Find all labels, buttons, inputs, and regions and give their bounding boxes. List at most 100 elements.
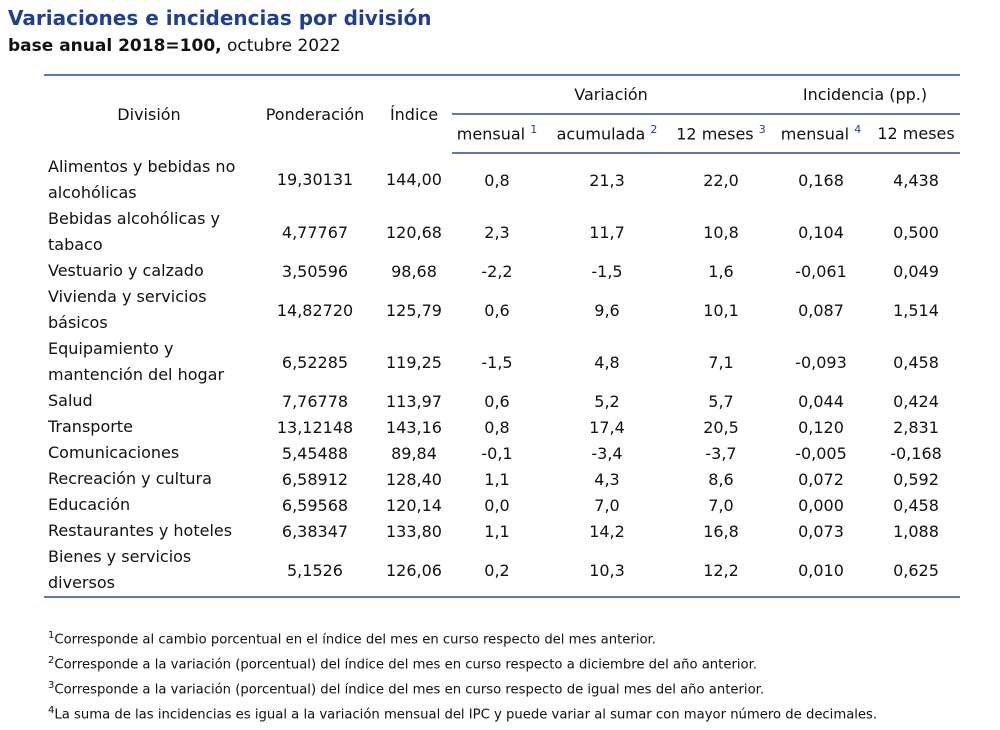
ponderacion-cell: 6,52285 [281, 352, 349, 372]
header-incidencia: Incidencia (pp.) [770, 75, 961, 115]
footnote-4: 4La suma de las incidencias es igual a l… [48, 701, 988, 726]
inc-12meses-cell: 1,514 [893, 300, 939, 320]
var-12meses-cell: 10,8 [703, 222, 739, 242]
division-name: Salud [48, 391, 93, 410]
var-acumulada-cell: -1,5 [591, 261, 623, 281]
var-acumulada-cell: 14,2 [589, 521, 625, 541]
table-row: Bebidas alcohólicas y tabaco 4,77767 120… [44, 206, 960, 258]
var-12meses-cell: 8,6 [708, 469, 734, 489]
header-var-acumulada: acumulada 2 [542, 114, 672, 154]
var-mensual-cell: 0,8 [484, 170, 510, 190]
table-row: Comunicaciones 5,45488 89,84 -0,1 -3,4 -… [44, 440, 960, 466]
inc-mensual-cell: -0,061 [795, 261, 847, 281]
inc-mensual-cell: 0,104 [798, 222, 844, 242]
inc-12meses-cell: 0,625 [893, 560, 939, 580]
indice-cell: 126,06 [386, 560, 442, 580]
division-name: Equipamiento y mantención del hogar [48, 339, 225, 384]
table-row: Recreación y cultura 6,58912 128,40 1,1 … [44, 466, 960, 492]
table-row: Educación 6,59568 120,14 0,0 7,0 7,0 0,0… [44, 492, 960, 518]
indice-cell: 120,68 [386, 222, 442, 242]
var-acumulada-cell: 5,2 [594, 391, 620, 411]
header-variacion: Variación [452, 75, 770, 115]
division-name: Vivienda y servicios básicos [48, 287, 207, 332]
var-12meses-cell: 16,8 [703, 521, 739, 541]
inc-12meses-cell: -0,168 [890, 443, 942, 463]
indice-cell: 143,16 [386, 417, 442, 437]
ponderacion-cell: 13,12148 [276, 417, 354, 437]
indice-cell: 120,14 [386, 495, 442, 515]
indice-cell: 89,84 [391, 443, 437, 463]
inc-12meses-cell: 1,088 [893, 521, 939, 541]
var-mensual-cell: 0,2 [484, 560, 510, 580]
var-acumulada-cell: 7,0 [594, 495, 620, 515]
subtitle-period: octubre 2022 [227, 36, 341, 56]
inc-12meses-cell: 2,831 [893, 417, 939, 437]
var-mensual-cell: -1,5 [481, 352, 513, 372]
var-mensual-cell: 0,0 [484, 495, 510, 515]
table-row: Alimentos y bebidas no alcohólicas 19,30… [44, 153, 960, 206]
ponderacion-cell: 3,50596 [281, 261, 349, 281]
inc-mensual-cell: 0,087 [798, 300, 844, 320]
var-acumulada-cell: 11,7 [589, 222, 625, 242]
table-row: Equipamiento y mantención del hogar 6,52… [44, 336, 960, 388]
header-var-mensual: mensual 1 [452, 114, 542, 154]
footnote-mark-1: 1 [530, 123, 538, 137]
header-ponderacion: Ponderación [265, 105, 365, 124]
division-name: Bienes y servicios diversos [48, 547, 192, 592]
var-mensual-cell: -0,1 [481, 443, 513, 463]
var-12meses-cell: -3,7 [705, 443, 737, 463]
page-title: Variaciones e incidencias por división [8, 6, 432, 30]
ponderacion-cell: 5,1526 [287, 560, 343, 580]
var-mensual-cell: 0,6 [484, 300, 510, 320]
footnote-4-text: La suma de las incidencias es igual a la… [54, 707, 878, 723]
inc-12meses-cell: 0,500 [893, 222, 939, 242]
var-12meses-cell: 5,7 [708, 391, 734, 411]
footnote-2-mark: 2 [48, 654, 55, 666]
inc-mensual-cell: 0,010 [798, 560, 844, 580]
header-inc-12meses: 12 meses [872, 114, 961, 154]
inc-12meses-cell: 4,438 [893, 170, 939, 190]
var-12meses-cell: 7,1 [708, 352, 734, 372]
footnote-mark-3: 3 [758, 123, 766, 137]
division-table: División Ponderación Índice Variación In… [44, 74, 961, 598]
var-acumulada-cell: -3,4 [591, 443, 623, 463]
inc-12meses-cell: 0,049 [893, 261, 939, 281]
inc-mensual-cell: 0,000 [798, 495, 844, 515]
page-subtitle: base anual 2018=100, octubre 2022 [8, 36, 341, 56]
footnote-1-text: Corresponde al cambio porcentual en el í… [54, 632, 656, 648]
var-mensual-cell: 1,1 [484, 469, 510, 489]
header-var-12meses: 12 meses 3 [672, 114, 770, 154]
var-12meses-cell: 22,0 [703, 170, 739, 190]
ponderacion-cell: 5,45488 [281, 443, 349, 463]
indice-cell: 98,68 [391, 261, 437, 281]
footnote-2: 2Corresponde a la variación (porcentual)… [48, 651, 988, 676]
var-acumulada-cell: 4,8 [594, 352, 620, 372]
inc-mensual-cell: 0,044 [798, 391, 844, 411]
division-name: Educación [48, 495, 131, 514]
footnote-3: 3Corresponde a la variación (porcentual)… [48, 676, 988, 701]
inc-mensual-cell: 0,072 [798, 469, 844, 489]
division-name: Comunicaciones [48, 443, 180, 462]
var-acumulada-cell: 10,3 [589, 560, 625, 580]
inc-12meses-cell: 0,424 [893, 391, 939, 411]
var-12meses-cell: 7,0 [708, 495, 734, 515]
header-indice: Índice [389, 105, 439, 124]
footnote-3-text: Corresponde a la variación (porcentual) … [54, 682, 765, 698]
var-acumulada-cell: 17,4 [589, 417, 625, 437]
indice-cell: 133,80 [386, 521, 442, 541]
var-mensual-cell: 1,1 [484, 521, 510, 541]
division-name: Alimentos y bebidas no alcohólicas [48, 156, 236, 202]
var-mensual-cell: -2,2 [481, 261, 513, 281]
footnote-1-mark: 1 [48, 630, 55, 641]
indice-cell: 113,97 [386, 391, 442, 411]
var-12meses-cell: 10,1 [703, 300, 739, 320]
indice-cell: 128,40 [386, 469, 442, 489]
header-inc-mensual: mensual 4 [770, 114, 872, 154]
var-12meses-cell: 20,5 [703, 417, 739, 437]
footnote-mark-2: 2 [650, 123, 658, 137]
ponderacion-cell: 19,30131 [276, 170, 354, 189]
ponderacion-cell: 4,77767 [281, 222, 349, 242]
division-name: Bebidas alcohólicas y tabaco [48, 209, 220, 254]
footnote-mark-4: 4 [854, 123, 862, 137]
table-row: Vestuario y calzado 3,50596 98,68 -2,2 -… [44, 258, 960, 284]
